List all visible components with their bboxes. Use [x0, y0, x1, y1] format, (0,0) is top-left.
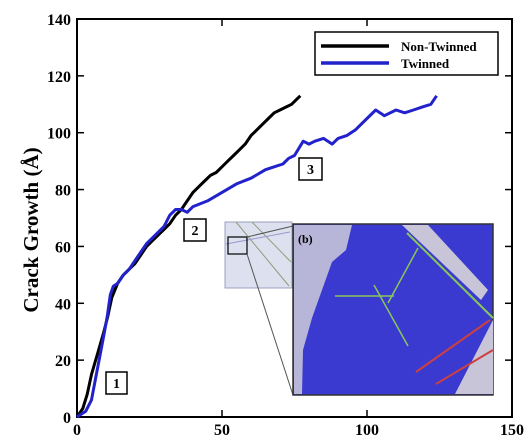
y-tick-label: 60	[55, 239, 71, 256]
x-tick-label: 150	[500, 422, 524, 438]
stage-label-2: 2	[192, 224, 199, 239]
y-tick-label: 40	[55, 296, 71, 313]
stage-box-3	[298, 157, 323, 181]
stage-label-1: 1	[113, 377, 120, 392]
y-tick-label: 0	[63, 410, 71, 427]
inset-boundary-line	[406, 232, 494, 319]
inset-source-detail-line	[251, 221, 292, 263]
series-line-twinned	[76, 94, 438, 419]
legend-box	[314, 31, 499, 76]
y-tick-label: 120	[47, 69, 71, 86]
stage-box-1	[105, 371, 128, 395]
inset-grain-region	[402, 225, 488, 300]
inset-grain-region	[455, 320, 493, 394]
stage-label-3: 3	[307, 163, 314, 178]
inset-label: (b)	[298, 232, 313, 246]
legend-label-non-twinned: Non-Twinned	[401, 39, 477, 54]
stage-box-2	[183, 218, 207, 242]
inset-source-detail-line	[225, 231, 291, 245]
stage-annotation-3: 3	[298, 157, 323, 181]
y-axis-title: Crack Growth (Å)	[19, 147, 43, 312]
inset-zoom-line	[246, 253, 294, 396]
stage-annotation-1: 1	[105, 371, 128, 395]
y-tick-label: 80	[55, 183, 71, 200]
legend: Non-Twinned Twinned	[314, 31, 499, 76]
x-tick-label: 100	[355, 422, 379, 438]
inset-boundary-line	[415, 319, 491, 373]
inset-boundary-line	[435, 349, 494, 385]
inset-group: (b)	[224, 221, 494, 396]
ticks-layer: 0 50 100 150 0 20 40 60 80 100 120 140	[47, 12, 524, 438]
series-layer	[75, 94, 438, 419]
x-tick-label: 50	[214, 422, 230, 438]
inset-grain-region	[294, 225, 352, 394]
inset-source-highlight-box	[227, 236, 248, 255]
plot-frame	[76, 18, 513, 418]
y-tick-label: 100	[47, 126, 71, 143]
legend-label-twinned: Twinned	[401, 56, 450, 71]
inset-boundary-line	[387, 247, 419, 304]
inset-source-detail-line	[235, 221, 290, 287]
y-tick-label: 140	[47, 12, 71, 29]
y-tick-label: 20	[55, 353, 71, 370]
inset-zoom-line	[246, 225, 294, 238]
x-tick-label: 0	[73, 422, 81, 438]
stage-annotation-2: 2	[183, 218, 207, 242]
inset-boundary-line	[373, 284, 409, 347]
